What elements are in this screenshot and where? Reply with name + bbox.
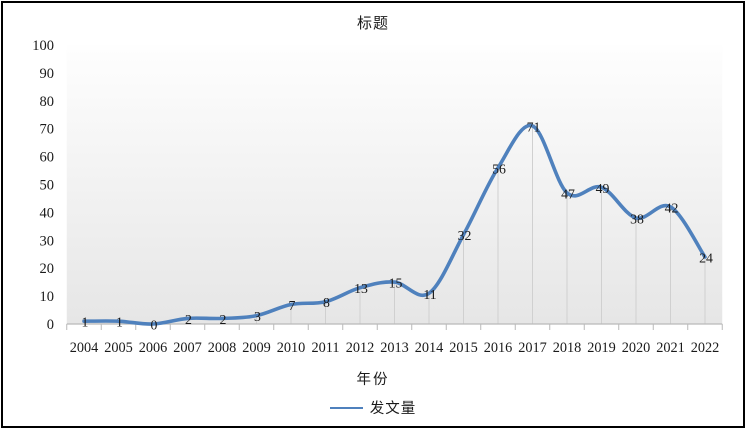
y-axis-tick-label: 40: [40, 205, 55, 221]
x-axis-category-label: 2011: [311, 340, 339, 356]
data-point-label: 42: [665, 200, 679, 215]
chart-title: 标题: [356, 16, 389, 32]
data-point-label: 56: [492, 161, 506, 176]
x-axis-category-label: 2004: [70, 340, 99, 356]
x-axis-category-label: 2007: [173, 340, 202, 356]
x-axis-category-labels: 2004 2005 2006 2007 2008 2009 2010 2011 2012 2013…: [70, 340, 720, 356]
y-axis-tick-label: 100: [32, 38, 54, 54]
x-axis-category-label: 2020: [622, 340, 651, 356]
legend-line-swatch: [329, 406, 363, 409]
data-point-label: 13: [354, 281, 368, 296]
y-axis-tick-labels: 0 10 20 30 40 50 60 70 80 90 100: [32, 38, 54, 333]
data-point-label: 71: [527, 119, 541, 134]
x-axis-category-label: 2010: [277, 340, 306, 356]
y-axis-tick-label: 0: [47, 317, 54, 333]
x-axis-category-label: 2017: [518, 340, 547, 356]
series-line: [82, 123, 707, 326]
data-point-label: 49: [596, 181, 610, 196]
x-axis-category-label: 2008: [208, 340, 237, 356]
x-axis-category-label: 2016: [484, 340, 513, 356]
x-axis-category-label: 2019: [587, 340, 616, 356]
x-axis-category-label: 2009: [242, 340, 271, 356]
x-axis-category-label: 2021: [656, 340, 685, 356]
y-axis-tick-label: 50: [40, 178, 55, 194]
data-point-label: 2: [185, 312, 192, 327]
x-axis-category-label: 2006: [139, 340, 168, 356]
x-axis: [66, 323, 723, 330]
series-line-path: [82, 123, 707, 326]
legend: 发文量: [0, 397, 746, 418]
y-axis-tick-label: 20: [40, 261, 55, 277]
y-axis-tick-label: 90: [40, 66, 55, 82]
data-point-label: 8: [323, 295, 330, 310]
x-axis-category-label: 2013: [380, 340, 409, 356]
y-axis-tick-label: 10: [40, 289, 55, 305]
x-axis-category-label: 2018: [553, 340, 582, 356]
data-point-label: 47: [561, 186, 575, 201]
data-point-label: 32: [458, 228, 472, 243]
x-axis-category-label: 2022: [691, 340, 720, 356]
data-point-label: 15: [389, 276, 403, 291]
data-point-label: 3: [254, 309, 261, 324]
y-axis-tick-label: 70: [40, 122, 55, 138]
y-axis-tick-label: 30: [40, 233, 55, 249]
x-axis-category-label: 2014: [415, 340, 444, 356]
data-point-label: 24: [699, 251, 713, 266]
data-point-label: 1: [116, 315, 123, 330]
y-axis-tick-label: 80: [40, 94, 55, 110]
data-point-label: 1: [82, 315, 89, 330]
data-point-label: 38: [630, 211, 644, 226]
data-point-label: 7: [289, 298, 296, 313]
data-point-label: 2: [220, 312, 227, 327]
legend-series-label: 发文量: [369, 401, 417, 417]
plot-background: [66, 45, 723, 324]
drop-lines: [83, 125, 706, 324]
x-axis-title: 年份: [356, 372, 390, 388]
x-axis-category-label: 2015: [449, 340, 478, 356]
y-axis-tick-label: 60: [40, 150, 55, 166]
data-point-label: 11: [423, 287, 436, 302]
x-axis-category-label: 2012: [346, 340, 375, 356]
x-axis-category-label: 2005: [104, 340, 133, 356]
data-point-label: 0: [151, 318, 158, 333]
